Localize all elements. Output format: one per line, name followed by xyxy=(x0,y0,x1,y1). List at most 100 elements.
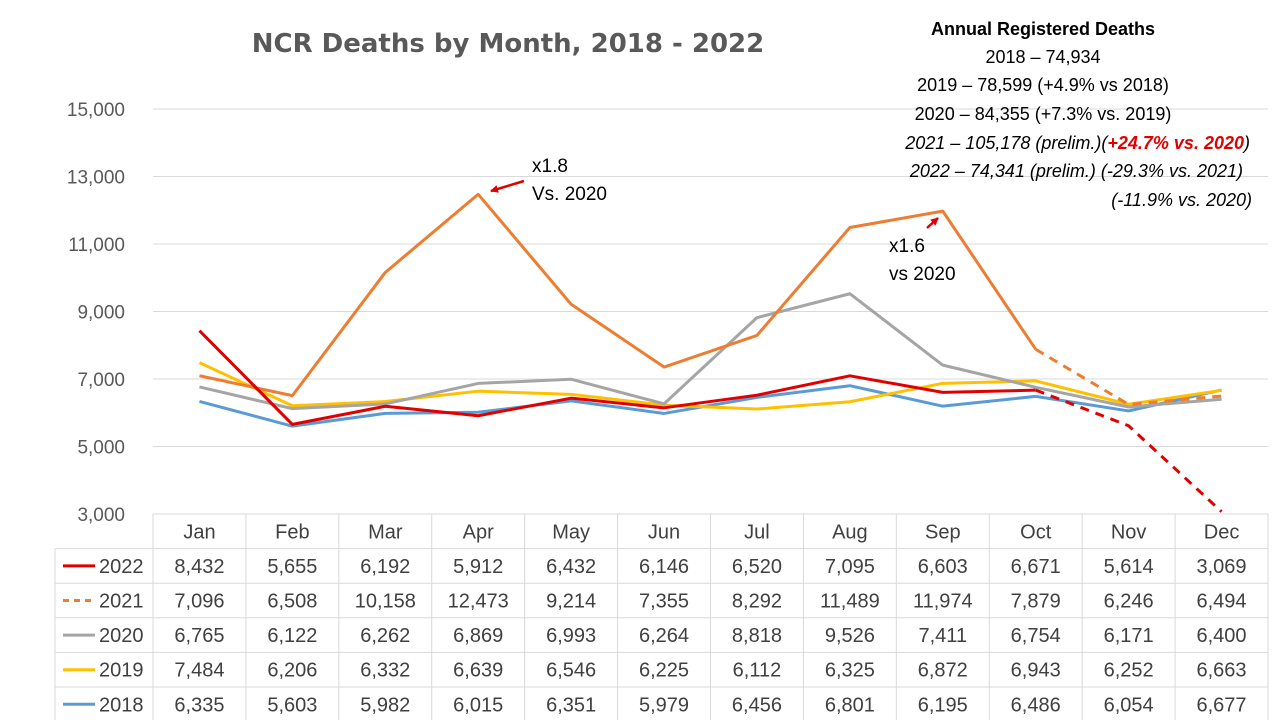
data-label: 6,335 xyxy=(174,694,224,716)
series-2021-line xyxy=(199,192,1037,398)
annotation-sep-text: x1.6 xyxy=(889,236,925,257)
category-label: Sep xyxy=(925,521,961,543)
series-2018-line xyxy=(199,384,1222,428)
data-label: 6,801 xyxy=(825,694,875,716)
legend-label: 2021 xyxy=(99,591,144,613)
data-label: 6,520 xyxy=(732,556,782,578)
legend-label: 2020 xyxy=(99,625,144,647)
data-label: 6,015 xyxy=(453,694,503,716)
info-2021: 2021 – 105,178 (prelim.)(+24.7% vs. 2020… xyxy=(904,133,1250,153)
annotation-apr-arrow xyxy=(490,179,525,193)
y-axis-ticks: 3,000 5,000 7,000 9,000 11,000 13,000 15,000 xyxy=(67,100,125,526)
data-label: 8,292 xyxy=(732,591,782,613)
data-label: 6,225 xyxy=(639,660,689,682)
data-label: 6,494 xyxy=(1197,591,1247,613)
series-lines xyxy=(198,192,1223,513)
info-2018: 2018 – 74,934 xyxy=(985,47,1100,67)
data-table: Jan Feb Mar Apr May Jun Jul Aug Sep Oct Nov Dec 2022… xyxy=(54,513,1269,720)
data-label: 6,206 xyxy=(267,660,317,682)
category-label: Aug xyxy=(832,521,868,543)
data-label: 6,252 xyxy=(1104,660,1154,682)
legend-label: 2019 xyxy=(99,660,144,682)
series-2021-prelim-line xyxy=(1034,348,1222,406)
info-2021-highlight: +24.7% vs. 2020 xyxy=(1107,133,1244,153)
data-label: 6,508 xyxy=(267,591,317,613)
data-label: 6,486 xyxy=(1011,694,1061,716)
category-label: Jun xyxy=(648,521,680,543)
data-label: 5,982 xyxy=(360,694,410,716)
data-label: 6,603 xyxy=(918,556,968,578)
y-tick-label: 7,000 xyxy=(77,370,125,391)
data-label: 9,526 xyxy=(825,625,875,647)
data-label: 5,614 xyxy=(1104,556,1154,578)
data-label: 10,158 xyxy=(355,591,416,613)
data-label: 5,603 xyxy=(267,694,317,716)
data-label: 7,095 xyxy=(825,556,875,578)
data-label: 7,411 xyxy=(919,625,968,647)
data-label: 3,069 xyxy=(1197,556,1247,578)
data-label: 11,974 xyxy=(913,591,973,613)
data-label: 6,264 xyxy=(639,625,689,647)
data-label: 6,400 xyxy=(1197,625,1247,647)
data-label: 6,943 xyxy=(1011,660,1061,682)
data-label: 5,912 xyxy=(453,556,503,578)
data-label: 6,432 xyxy=(546,556,596,578)
data-label: 6,246 xyxy=(1104,591,1154,613)
data-label: 6,872 xyxy=(918,660,968,682)
data-label: 6,332 xyxy=(360,660,410,682)
category-label: Dec xyxy=(1204,521,1240,543)
y-tick-label: 13,000 xyxy=(67,168,125,189)
data-label: 6,351 xyxy=(546,694,596,716)
series-2022-line xyxy=(198,329,1036,426)
data-label: 6,195 xyxy=(918,694,968,716)
category-label: Jan xyxy=(183,521,215,543)
data-label: 6,122 xyxy=(267,625,317,647)
legend-label: 2018 xyxy=(99,694,144,716)
series-2022-prelim-line xyxy=(1035,388,1223,513)
category-label: Mar xyxy=(368,521,403,543)
info-2020: 2020 – 84,355 (+7.3% vs. 2019) xyxy=(915,104,1172,124)
category-label: May xyxy=(552,521,590,543)
category-label: Feb xyxy=(275,521,309,543)
legend-label: 2022 xyxy=(99,556,144,578)
category-label: Apr xyxy=(463,521,494,543)
y-tick-label: 5,000 xyxy=(77,438,125,459)
info-2019: 2019 – 78,599 (+4.9% vs 2018) xyxy=(917,75,1169,95)
y-tick-label: 11,000 xyxy=(68,235,125,256)
data-label: 6,146 xyxy=(639,556,689,578)
data-label: 6,677 xyxy=(1197,694,1247,716)
data-label: 6,869 xyxy=(453,625,503,647)
data-label: 7,355 xyxy=(639,591,689,613)
chart-title: NCR Deaths by Month, 2018 - 2022 xyxy=(252,29,764,59)
data-label: 6,546 xyxy=(546,660,596,682)
gridlines xyxy=(153,108,1268,447)
data-label: 8,818 xyxy=(732,625,782,647)
category-label: Jul xyxy=(744,521,770,543)
data-label: 12,473 xyxy=(448,591,509,613)
y-tick-label: 15,000 xyxy=(67,100,125,121)
annotation-sep-text: vs 2020 xyxy=(889,264,956,285)
data-label: 7,096 xyxy=(174,591,224,613)
annual-deaths-box: Annual Registered Deaths 2018 – 74,934 2… xyxy=(904,19,1252,210)
data-label: 6,993 xyxy=(546,625,596,647)
data-label: 7,879 xyxy=(1011,591,1061,613)
data-label: 6,054 xyxy=(1104,694,1154,716)
data-label: 8,432 xyxy=(174,556,224,578)
y-tick-label: 9,000 xyxy=(77,303,125,324)
annotations: x1.8 Vs. 2020 x1.6 vs 2020 xyxy=(490,156,956,285)
data-label: 7,484 xyxy=(174,660,224,682)
series-2020-line xyxy=(199,292,1222,411)
info-heading: Annual Registered Deaths xyxy=(931,19,1155,39)
data-label: 6,262 xyxy=(360,625,410,647)
data-label: 6,765 xyxy=(174,625,224,647)
category-label: Oct xyxy=(1020,521,1052,543)
data-label: 6,192 xyxy=(360,556,410,578)
series-2019-line xyxy=(198,361,1222,411)
info-2021-text: 2021 – 105,178 (prelim.)( xyxy=(904,133,1109,153)
data-label: 6,112 xyxy=(733,660,782,682)
data-label: 6,456 xyxy=(732,694,782,716)
annotation-sep-arrow xyxy=(926,217,939,229)
info-2021-close: ) xyxy=(1242,133,1250,153)
data-label: 6,671 xyxy=(1011,556,1061,578)
